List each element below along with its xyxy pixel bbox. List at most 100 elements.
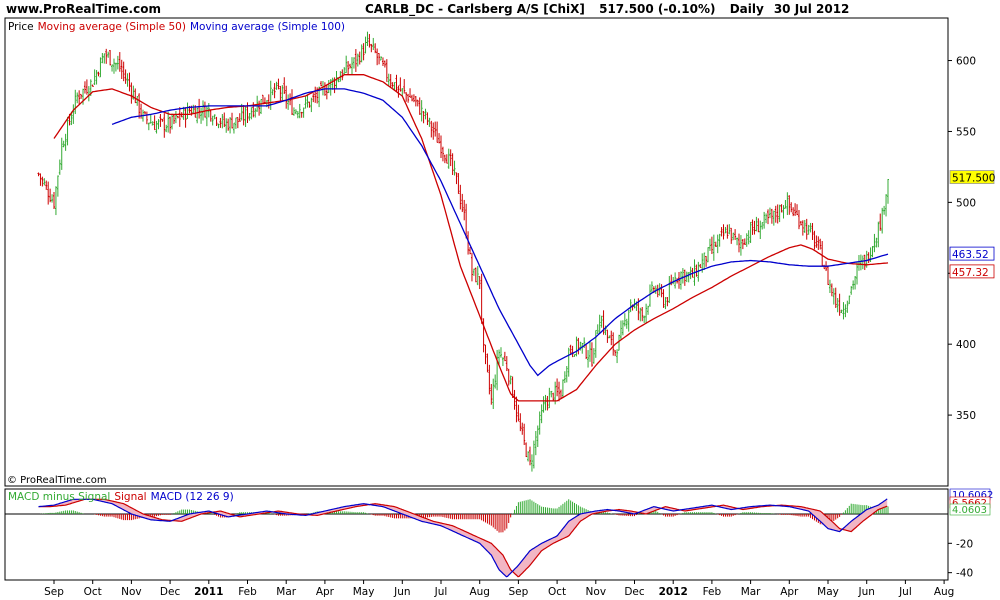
candle <box>136 96 139 106</box>
y-tick-label: 500 <box>956 197 976 209</box>
candle <box>271 89 274 96</box>
candle <box>306 94 309 108</box>
candle <box>509 375 512 385</box>
candle <box>368 34 371 48</box>
macd-fill <box>38 498 888 577</box>
candle <box>364 36 367 54</box>
price-tag-text: 517.500 <box>952 173 995 185</box>
candle <box>354 49 357 72</box>
candle <box>602 310 605 335</box>
x-tick-label: Dec <box>624 586 645 598</box>
candle <box>474 267 477 283</box>
candle <box>797 210 800 230</box>
candle <box>792 207 795 217</box>
candle <box>47 181 50 205</box>
candle <box>712 234 715 261</box>
candle <box>799 220 802 226</box>
candle <box>211 115 214 126</box>
candle <box>515 396 518 423</box>
candle <box>679 271 682 290</box>
candle <box>871 246 874 258</box>
candle <box>350 57 353 75</box>
candle <box>737 233 740 253</box>
candle <box>739 235 742 256</box>
candle <box>298 103 301 119</box>
x-tick-label: Nov <box>121 586 142 598</box>
candle <box>163 113 166 138</box>
candle <box>511 376 514 398</box>
x-tick-label: 2011 <box>194 586 223 598</box>
candle <box>231 112 234 129</box>
candle <box>608 335 611 339</box>
candle <box>467 231 470 255</box>
candle <box>99 57 102 78</box>
candle <box>625 318 628 329</box>
candle <box>730 227 733 244</box>
candle <box>153 115 156 131</box>
candle <box>238 113 241 122</box>
macd-tag: 4.0603 <box>949 503 991 516</box>
candle <box>225 118 228 133</box>
candle <box>331 77 334 90</box>
candle <box>397 85 400 98</box>
macd-panel[interactable] <box>4 488 949 581</box>
candle <box>813 230 816 250</box>
candle <box>534 431 537 456</box>
candle <box>476 266 479 286</box>
candle <box>610 330 613 346</box>
candle <box>320 81 323 87</box>
candle <box>213 114 216 120</box>
candle <box>273 83 276 99</box>
candle <box>101 52 104 64</box>
price-panel[interactable] <box>4 17 949 487</box>
candle <box>517 404 520 422</box>
candle <box>56 175 59 197</box>
candle <box>107 51 110 58</box>
candle <box>488 364 491 395</box>
candle <box>749 221 752 244</box>
candle <box>455 172 458 185</box>
candle <box>424 108 427 120</box>
candle <box>366 31 369 47</box>
candle <box>885 194 888 217</box>
candle <box>525 442 528 458</box>
candle <box>498 349 501 365</box>
candle <box>385 59 388 82</box>
candle <box>215 116 218 127</box>
candle <box>523 423 526 445</box>
candle <box>846 300 849 313</box>
candle <box>325 84 328 100</box>
candle <box>76 92 79 104</box>
macd-tag-text: 4.0603 <box>952 505 987 516</box>
candle <box>277 78 280 90</box>
candle <box>848 295 851 305</box>
candle <box>279 85 282 102</box>
candle <box>817 236 820 250</box>
candle <box>606 329 609 343</box>
candle <box>883 205 886 215</box>
candle <box>836 297 839 313</box>
candle <box>248 113 251 121</box>
price-tag: 457.32 <box>949 264 995 279</box>
candle <box>842 302 845 320</box>
candle <box>242 105 245 126</box>
candle <box>461 193 464 213</box>
candle <box>867 252 870 264</box>
candle <box>83 81 86 94</box>
candle <box>761 222 764 230</box>
candle <box>381 57 384 66</box>
candle <box>349 63 352 69</box>
candle <box>430 120 433 138</box>
candle <box>782 205 785 219</box>
candle <box>834 287 837 308</box>
site-name[interactable]: www.ProRealTime.com <box>6 2 161 16</box>
candle <box>254 108 257 118</box>
candle <box>229 117 232 134</box>
x-tick-label: Jun <box>857 586 874 598</box>
candle <box>772 210 775 226</box>
candle <box>503 351 506 362</box>
x-tick-label: 2012 <box>659 586 688 598</box>
candle <box>60 137 63 170</box>
candle <box>507 368 510 386</box>
